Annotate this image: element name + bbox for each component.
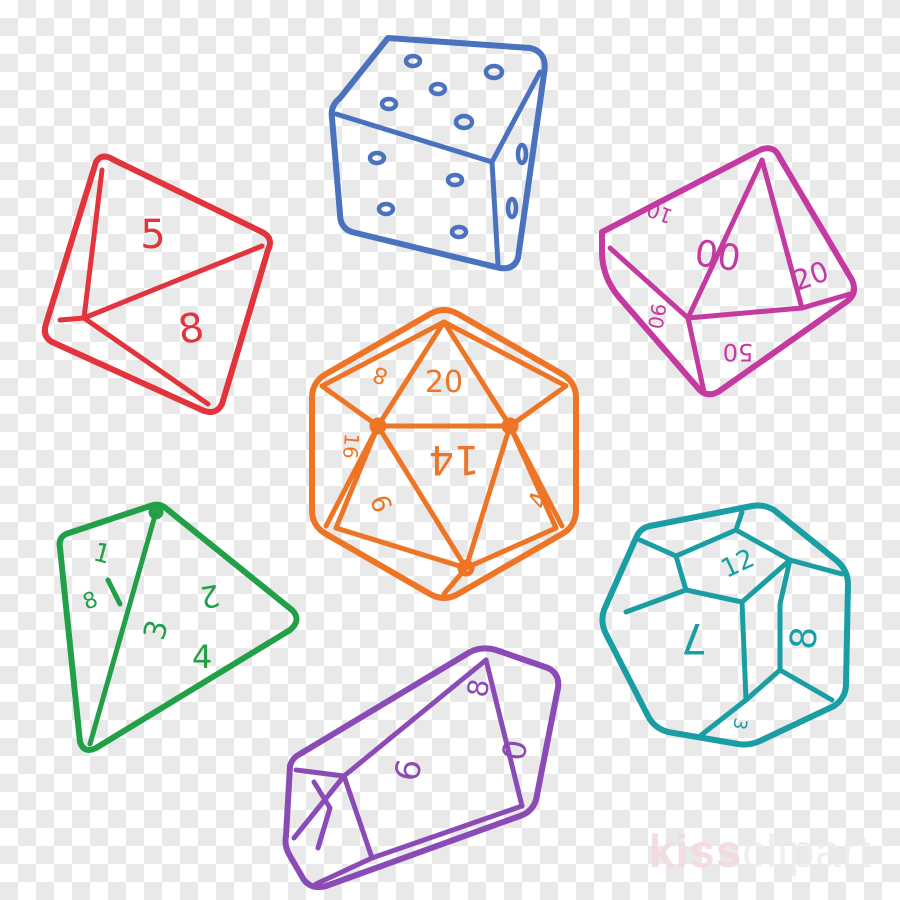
d12-number-left: 7	[681, 614, 708, 663]
d20-number-upper-left: 8	[370, 360, 392, 388]
d8-die: 5 8	[41, 153, 273, 415]
d4-number-3: 3	[137, 616, 176, 644]
d10b-number-right: 0	[495, 737, 536, 764]
d10-number-bottom: 50	[723, 338, 754, 366]
d4-number-1: 1	[90, 537, 114, 570]
d10-number-upper: 10	[644, 197, 676, 228]
d6-pips	[367, 53, 529, 240]
watermark-brand: kiss	[648, 825, 743, 877]
d20-number-right: 4	[523, 488, 556, 512]
d10-die: 00 20 50 10 90	[599, 145, 857, 398]
d12-number-right: 8	[783, 625, 826, 651]
d20-number-left: 6	[363, 491, 397, 517]
d12-number-top: 12	[717, 543, 760, 584]
d4-number-4: 4	[192, 638, 212, 676]
d4-number-2: 2	[197, 577, 222, 615]
d10-elongated-die: 8 0 6	[282, 645, 562, 891]
d10-number-main: 00	[692, 233, 743, 280]
d10b-number-top: 8	[461, 676, 497, 699]
d12-number-bottom: 3	[728, 716, 751, 731]
d4-die: 1 2 3 4 8	[56, 501, 300, 753]
d20-number-top: 20	[425, 365, 463, 400]
d10b-number-center: 6	[387, 756, 430, 784]
d12-die: 12 7 8 3	[599, 502, 851, 748]
d8-number-right: 8	[175, 305, 207, 354]
d8-number-top: 5	[140, 212, 165, 258]
d20-die: 20 14 4 6 8 16	[309, 307, 579, 601]
d20-number-far-left: 16	[338, 432, 364, 459]
d4-number-5: 8	[80, 587, 102, 615]
d10-number-left: 90	[643, 302, 671, 331]
watermark: kissclipart	[649, 824, 872, 878]
watermark-rest: clipart	[742, 825, 872, 877]
d6-die	[328, 35, 548, 272]
d20-number-center: 14	[429, 436, 480, 482]
